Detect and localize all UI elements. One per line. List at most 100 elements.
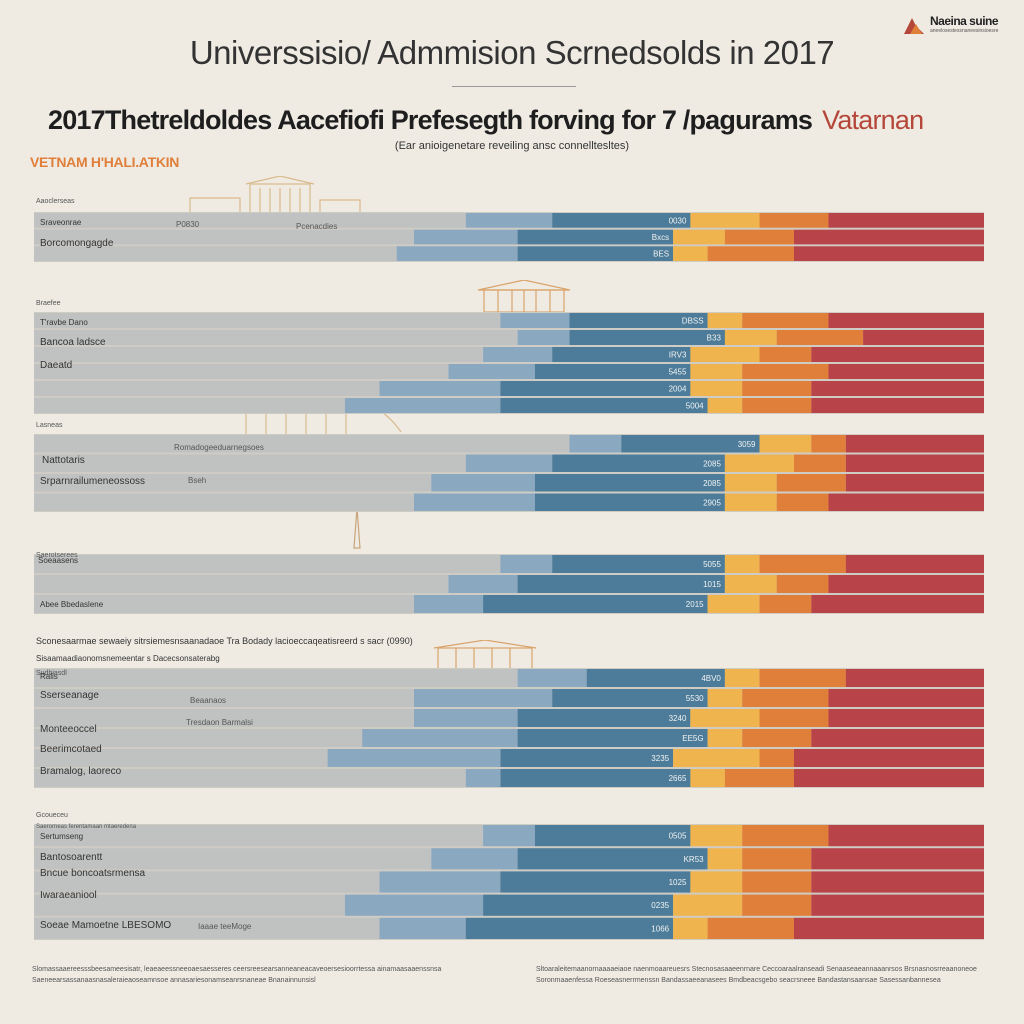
- mid-label: Tresdaon Barmalsi: [186, 718, 253, 727]
- chart-subtitle: 2017Thetreldoldes Aacefiofi Prefesegth f…: [48, 105, 924, 136]
- bar-segment: [742, 825, 829, 847]
- pavilion-illustration-icon: [477, 280, 571, 313]
- bar-segment: [707, 246, 794, 261]
- bar-segment: [690, 381, 743, 396]
- mid-label: P0830: [176, 220, 200, 229]
- bar-segment: [724, 330, 777, 345]
- bar-segment: [707, 848, 743, 870]
- bar-segment: [500, 313, 570, 328]
- bar-value-label: 1025: [669, 878, 687, 887]
- bar-segment: [724, 454, 794, 472]
- bar-segment: [34, 669, 518, 687]
- bar-segment: [724, 493, 777, 511]
- row-label: Beerimcotaed: [40, 744, 102, 755]
- bar-segment: [517, 848, 708, 870]
- bar-segment: [690, 769, 725, 787]
- bar-segment: [690, 709, 760, 727]
- bar-segment: [517, 229, 674, 245]
- bar-segment: [811, 871, 984, 893]
- bar-segment: [742, 364, 829, 379]
- bar-segment: [811, 435, 846, 453]
- row-label: Ralis: [40, 672, 58, 681]
- section-title-4: Saerotserees: [36, 552, 78, 559]
- mid-label: Romadogeeduarnegsoes: [174, 443, 264, 452]
- bar-value-label: 0030: [669, 216, 687, 225]
- brand-strip: VETNAM H'HALI.ATKIN: [30, 154, 180, 170]
- bar-segment: [34, 729, 363, 747]
- bar-segment: [828, 825, 984, 847]
- bar-segment: [500, 871, 691, 893]
- bar-segment: [552, 347, 691, 362]
- row-label: Srparnrailumeneossoss: [40, 476, 146, 487]
- bar-segment: [34, 709, 414, 727]
- row-label: Iwaraeaniool: [40, 890, 97, 901]
- bar-segment: [552, 689, 708, 707]
- bar-value-label: 2085: [703, 479, 721, 488]
- bar-segment: [34, 493, 414, 511]
- bar-segment: [569, 313, 708, 328]
- bar-segment: [379, 871, 501, 893]
- bar-segment: [673, 917, 708, 939]
- bar-segment: [517, 330, 570, 345]
- logo-name: Naeina suine: [930, 14, 999, 28]
- bar-segment: [34, 229, 414, 245]
- row-label: Sraveonrae: [40, 218, 82, 227]
- bar-segment: [690, 364, 743, 379]
- bar-segment: [811, 894, 984, 916]
- bar-segment: [811, 381, 984, 396]
- bar-segment: [845, 454, 984, 472]
- bar-segment: [500, 769, 691, 787]
- bar-segment: [34, 894, 345, 916]
- mid-label: Bseh: [188, 476, 207, 485]
- bar-segment: [845, 435, 984, 453]
- panel-background: [34, 668, 984, 788]
- bar-segment: [483, 595, 708, 613]
- bar-segment: [465, 213, 553, 228]
- bar-segment: [34, 454, 466, 472]
- bar-segment: [431, 848, 518, 870]
- bar-segment: [759, 709, 829, 727]
- row-label: Soeaasens: [38, 556, 79, 565]
- bar-segment: [414, 689, 553, 707]
- mid-label: Pcenacdies: [296, 222, 338, 231]
- row-label: Abee Bbedaslene: [40, 600, 104, 609]
- row-label: Nattotaris: [42, 455, 85, 466]
- bar-segment: [759, 749, 794, 767]
- building-illustration-icon: [189, 176, 361, 215]
- bar-segment: [776, 330, 864, 345]
- bar-segment: [483, 825, 535, 847]
- bar-value-label: 3059: [738, 440, 756, 449]
- bar-segment: [828, 709, 984, 727]
- row-label: Bantosoarentt: [40, 852, 103, 863]
- bar-segment: [483, 894, 674, 916]
- bar-segment: [517, 709, 691, 727]
- bar-value-label: 4BV0: [701, 674, 721, 683]
- bar-segment: [845, 555, 984, 573]
- bar-segment: [396, 246, 518, 261]
- bar-segment: [742, 398, 812, 413]
- bar-segment: [34, 871, 380, 893]
- bar-segment: [34, 381, 380, 396]
- bar-segment: [534, 825, 691, 847]
- bar-segment: [742, 894, 812, 916]
- bar-segment: [724, 229, 794, 245]
- bar-segment: [379, 381, 501, 396]
- bar-segment: [34, 825, 484, 847]
- section-note: Sisaamaadiaonomsnemeentar s Dacecsonsate…: [36, 654, 220, 663]
- bar-segment: [742, 313, 829, 328]
- bar-value-label: 0505: [669, 832, 687, 841]
- bar-segment: [811, 848, 984, 870]
- bar-value-label: 0235: [651, 901, 669, 910]
- subtitle-accent: Vatarnan: [822, 105, 924, 135]
- bar-value-label: B33: [707, 334, 722, 343]
- bar-segment: [724, 669, 760, 687]
- bar-value-label: 5004: [686, 402, 704, 411]
- bar-segment: [690, 213, 760, 228]
- bar-segment: [794, 454, 846, 472]
- bar-segment: [414, 709, 518, 727]
- bar-value-label: 1015: [703, 580, 721, 589]
- bar-segment: [794, 917, 984, 939]
- bar-segment: [759, 555, 846, 573]
- bar-value-label: 2004: [669, 385, 687, 394]
- bar-segment: [34, 364, 449, 379]
